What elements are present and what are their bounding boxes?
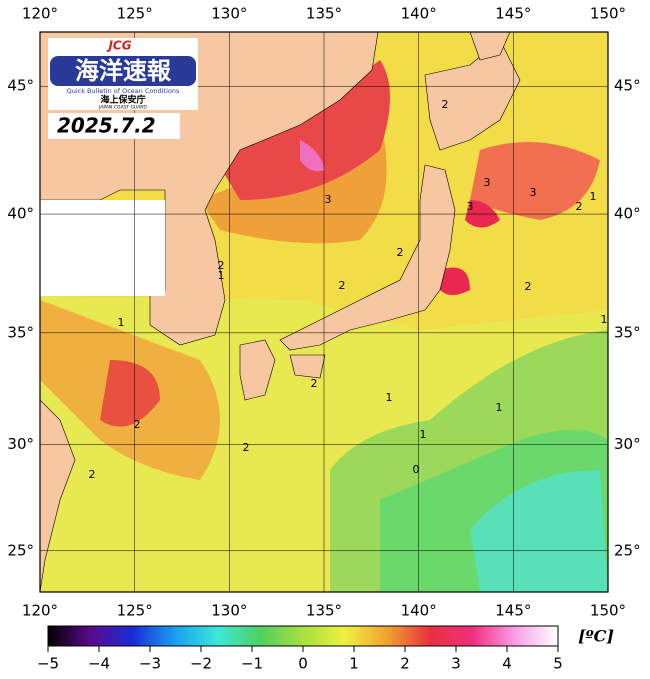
colorbar-tick-label: −5 [37, 655, 59, 673]
sst-band [470, 470, 608, 592]
sst-band [300, 140, 325, 172]
colorbar-tick-label: −4 [88, 655, 110, 673]
logo: JCG 海洋速報 Quick Bulletin of Ocean Conditi… [48, 38, 198, 111]
colorbar-tick-label: 5 [553, 655, 563, 673]
colorbar-unit: [ºC] [578, 627, 614, 646]
contour-label: 3 [530, 186, 537, 199]
lon-label: 130° [211, 5, 247, 23]
lon-label: 150° [590, 5, 626, 23]
lat-label: 30° [614, 435, 641, 453]
contour-label: 2 [134, 418, 141, 431]
contour-label: 1 [420, 428, 427, 441]
lon-label: 145° [495, 602, 531, 620]
logo-title: 海洋速報 [75, 57, 172, 85]
contour-label: 2 [525, 280, 532, 293]
colorbar-tick-label: 0 [298, 655, 308, 673]
lon-label: 150° [590, 602, 626, 620]
logo-agency: 海上保安庁 [100, 94, 145, 106]
contour-label: 2 [576, 200, 583, 213]
contour-label: 2 [218, 259, 225, 272]
contour-label: 2 [442, 98, 449, 111]
colorbar-tick-label: −3 [139, 655, 161, 673]
date: 2025.7.2 [57, 114, 156, 138]
contour-label: 2 [339, 279, 346, 292]
lat-label: 25° [614, 541, 641, 559]
lat-label: 35° [614, 323, 641, 341]
contour-label: 1 [118, 316, 125, 329]
lat-label: 35° [7, 323, 34, 341]
lat-label: 25° [7, 541, 34, 559]
lon-label: 125° [117, 602, 153, 620]
contour-label: 2 [311, 377, 318, 390]
contour-label: 2 [397, 246, 404, 259]
contour-label: 3 [467, 200, 474, 213]
land [239, 339, 276, 401]
graticule: 120°120°125°125°130°130°135°135°140°140°… [7, 5, 640, 620]
lon-label: 135° [306, 602, 342, 620]
contour-label: 1 [590, 190, 597, 203]
lon-label: 120° [22, 602, 58, 620]
contour-label: 3 [325, 193, 332, 206]
colorbar-tick-label: −2 [190, 655, 212, 673]
colorbar [47, 625, 559, 647]
contour-label: 2 [89, 468, 96, 481]
lat-label: 45° [614, 77, 641, 95]
lat-label: 40° [614, 205, 641, 223]
land [289, 354, 326, 379]
lon-label: 140° [401, 602, 437, 620]
land [40, 32, 379, 346]
colorbar-tick-label: 4 [502, 655, 512, 673]
logo-agency-en: JAPAN COAST GUARD [98, 105, 147, 111]
lon-label: 120° [22, 5, 58, 23]
lon-label: 130° [211, 602, 247, 620]
colorbar-tick-label: −1 [241, 655, 263, 673]
logo-subtitle: Quick Bulletin of Ocean Conditions [67, 87, 180, 95]
sst-band [470, 142, 600, 220]
date-box [48, 113, 180, 139]
sst-band [100, 360, 160, 427]
contour-label: 3 [484, 176, 491, 189]
lat-label: 40° [7, 205, 34, 223]
sst-band [440, 267, 470, 295]
logo-badge: JCG [106, 39, 131, 53]
land [469, 32, 511, 61]
lon-label: 135° [306, 5, 342, 23]
colorbar-tick-label: 3 [451, 655, 461, 673]
lon-label: 140° [401, 5, 437, 23]
sst-band [465, 200, 500, 228]
land [279, 164, 456, 351]
no-data [40, 200, 165, 296]
colorbar-tick-label: 1 [349, 655, 359, 673]
colorbar-tick-label: 2 [400, 655, 410, 673]
contour-label: 1 [496, 401, 503, 414]
colorbar-ticks: −5 −4 −3 −2 −1 0 1 2 3 4 5 [37, 646, 563, 673]
contour-label: 1 [218, 269, 225, 282]
contour-label: 0 [413, 463, 420, 476]
contour-label: 2 [243, 441, 250, 454]
land [40, 399, 76, 592]
lat-label: 30° [7, 435, 34, 453]
lon-label: 125° [117, 5, 153, 23]
logo-banner [50, 56, 196, 86]
lat-label: 45° [7, 77, 34, 95]
contour-label: 1 [601, 313, 608, 326]
contour-label: 1 [386, 391, 393, 404]
lon-label: 145° [495, 5, 531, 23]
